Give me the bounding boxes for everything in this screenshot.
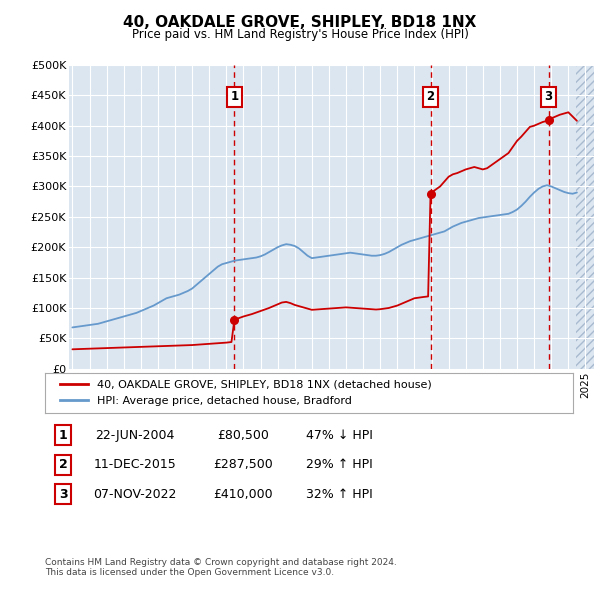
- Legend: 40, OAKDALE GROVE, SHIPLEY, BD18 1NX (detached house), HPI: Average price, detac: 40, OAKDALE GROVE, SHIPLEY, BD18 1NX (de…: [56, 375, 436, 411]
- Text: 3: 3: [545, 90, 553, 103]
- Text: 47% ↓ HPI: 47% ↓ HPI: [305, 429, 373, 442]
- Text: 11-DEC-2015: 11-DEC-2015: [94, 458, 176, 471]
- Text: 32% ↑ HPI: 32% ↑ HPI: [305, 488, 373, 501]
- Text: £410,000: £410,000: [213, 488, 273, 501]
- Text: 07-NOV-2022: 07-NOV-2022: [94, 488, 176, 501]
- Text: 2: 2: [59, 458, 67, 471]
- Text: 40, OAKDALE GROVE, SHIPLEY, BD18 1NX: 40, OAKDALE GROVE, SHIPLEY, BD18 1NX: [124, 15, 476, 30]
- Text: 3: 3: [59, 488, 67, 501]
- Text: Price paid vs. HM Land Registry's House Price Index (HPI): Price paid vs. HM Land Registry's House …: [131, 28, 469, 41]
- Text: 2: 2: [427, 90, 434, 103]
- Text: 29% ↑ HPI: 29% ↑ HPI: [305, 458, 373, 471]
- Text: £80,500: £80,500: [217, 429, 269, 442]
- Text: 1: 1: [59, 429, 67, 442]
- Text: Contains HM Land Registry data © Crown copyright and database right 2024.
This d: Contains HM Land Registry data © Crown c…: [45, 558, 397, 577]
- Text: 1: 1: [230, 90, 238, 103]
- Text: 22-JUN-2004: 22-JUN-2004: [95, 429, 175, 442]
- Text: £287,500: £287,500: [213, 458, 273, 471]
- Bar: [576, 65, 594, 369]
